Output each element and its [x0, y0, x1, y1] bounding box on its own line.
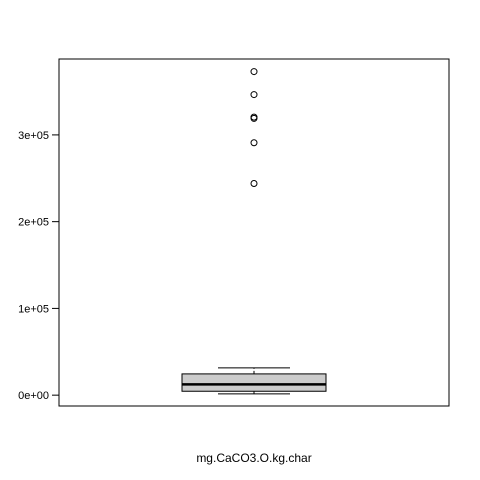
outlier-point	[250, 179, 258, 187]
outlier-group	[250, 68, 258, 187]
box-iqr	[181, 373, 327, 392]
outlier-point	[250, 91, 258, 99]
y-tick-label: 3e+05	[18, 130, 49, 142]
y-tick-label: 2e+05	[18, 217, 49, 229]
y-tick-label: 1e+05	[18, 303, 49, 315]
y-axis: 0e+00 1e+05 2e+05 3e+05	[18, 130, 60, 402]
outlier-point	[250, 113, 258, 121]
box-group	[181, 367, 327, 395]
outlier-point	[250, 139, 258, 147]
x-axis-label: mg.CaCO3.O.kg.char	[196, 451, 311, 465]
outlier-point	[250, 68, 258, 76]
plot-frame	[58, 58, 450, 407]
y-tick-label: 0e+00	[18, 390, 49, 402]
